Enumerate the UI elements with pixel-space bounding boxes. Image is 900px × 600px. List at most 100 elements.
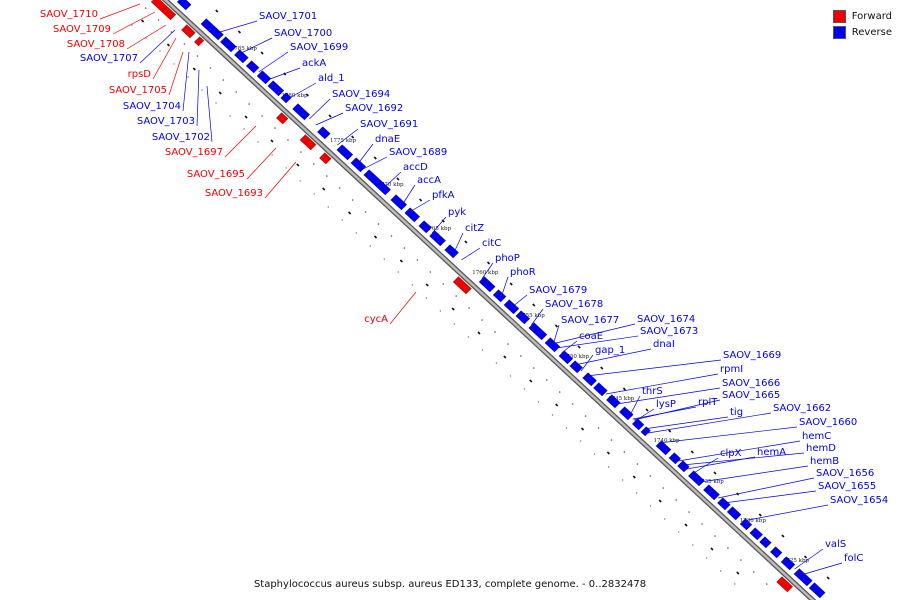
leader-line	[431, 216, 447, 234]
track-dot	[468, 307, 470, 309]
track-dot	[495, 362, 498, 364]
minor-tick	[668, 429, 672, 433]
track-dot	[623, 451, 626, 453]
track-dot	[509, 375, 512, 377]
reverse-gene-arrow	[717, 497, 731, 511]
track-dot	[416, 259, 419, 261]
scale-tick-label: 1760 kbp	[472, 270, 499, 276]
gene-label: SAOV_1656	[816, 468, 874, 479]
track-dot	[196, 55, 199, 57]
track-dot	[248, 103, 250, 105]
minor-tick	[166, 43, 171, 47]
track-dot	[675, 499, 677, 501]
leader-line	[389, 291, 417, 325]
genome-caption: Staphylococcus aureus subsp. aureus ED13…	[253, 579, 647, 590]
minor-tick	[600, 366, 604, 370]
gene-label: hemC	[802, 431, 831, 442]
reverse-gene-arrow	[544, 337, 561, 353]
reverse-gene-arrow	[619, 406, 634, 421]
reverse-gene-arrow	[606, 394, 621, 409]
track-dot	[215, 102, 217, 104]
gene-label: SAOV_1674	[637, 314, 695, 325]
forward-gene-arrow	[161, 6, 177, 21]
gene-label: phoR	[510, 267, 536, 278]
forward-track-dots	[131, 7, 768, 585]
scale-tick-label: 1725 kbp	[783, 558, 810, 564]
track-dot	[734, 583, 736, 585]
track-dot	[364, 211, 367, 213]
minor-tick	[555, 403, 559, 407]
gene-label: SAOV_1701	[259, 11, 317, 22]
reverse-gene-arrow	[492, 289, 507, 303]
track-dot	[551, 414, 554, 416]
gene-labels: SAOV_1701 SAOV_1700 SAOV_1699 ackA ald_1 SAOV…	[40, 9, 888, 564]
track-dot	[753, 571, 755, 573]
reverse-gene-arrow	[503, 299, 520, 315]
track-dot	[397, 271, 400, 273]
leader-line	[633, 399, 721, 421]
scale-tick-label: 1780 kbp	[281, 93, 308, 99]
track-dot	[565, 427, 568, 429]
track-dot	[209, 67, 212, 69]
track-dot	[701, 523, 703, 525]
gene-label: SAOV_1692	[345, 103, 403, 114]
minor-tick	[632, 475, 636, 479]
reverse-gene-arrow	[317, 126, 331, 140]
leader-line	[616, 387, 721, 405]
leader-line	[678, 440, 801, 462]
forward-gene-arrow	[276, 112, 289, 125]
track-dot	[285, 167, 287, 169]
track-dot	[579, 440, 582, 442]
minor-tick	[218, 91, 222, 95]
gene-label: citZ	[465, 223, 484, 234]
gene-label: valS	[825, 539, 846, 550]
leader-line	[224, 125, 257, 158]
leader-line	[629, 395, 641, 417]
scale-tick-label: 1745 kbp	[608, 396, 635, 402]
leader-line	[216, 20, 258, 34]
track-dot	[157, 19, 160, 21]
track-dot	[338, 187, 341, 189]
reverse-gene-arrow	[390, 194, 408, 211]
reverse-gene-arrow	[220, 36, 237, 53]
leader-line	[658, 426, 798, 444]
gene-label: SAOV_1679	[529, 285, 587, 296]
leader-line	[586, 359, 722, 377]
gene-label: SAOV_1678	[545, 299, 603, 310]
forward-gene-arrow	[181, 24, 196, 39]
track-dot	[201, 89, 203, 91]
gene-label: SAOV_1666	[722, 378, 780, 389]
track-dot	[439, 310, 442, 312]
gene-label: SAOV_1705	[109, 85, 167, 96]
gene-label: ald_1	[318, 73, 345, 84]
leader-line	[152, 37, 177, 80]
gene-label: SAOV_1709	[53, 24, 111, 35]
minor-tick	[396, 177, 400, 181]
reverse-gene-arrow	[280, 92, 292, 104]
minor-tick	[622, 387, 626, 391]
reverse-gene-arrow	[515, 310, 530, 325]
leader-line	[794, 548, 824, 570]
minor-tick	[606, 451, 610, 455]
leader-line	[700, 465, 809, 483]
reverse-gene-arrow	[655, 440, 672, 456]
minor-tick	[425, 283, 429, 287]
leader-line	[561, 340, 578, 354]
track-dot	[287, 139, 289, 141]
leader-line	[531, 308, 544, 326]
leader-line	[461, 247, 481, 261]
track-dot	[299, 180, 301, 182]
track-dot	[520, 355, 522, 357]
minor-tick	[736, 571, 740, 575]
forward-gene-arrow	[194, 36, 205, 47]
minor-tick	[503, 355, 507, 359]
track-dot	[235, 91, 238, 93]
leader-line	[196, 69, 200, 127]
track-dot	[706, 557, 708, 559]
minor-tick	[826, 576, 830, 580]
leader-line	[357, 143, 374, 165]
minor-tick	[283, 72, 287, 76]
reverse-gene-arrow	[292, 103, 311, 121]
gene-label: clpX	[720, 448, 742, 459]
reverse-gene-arrow	[256, 70, 272, 85]
